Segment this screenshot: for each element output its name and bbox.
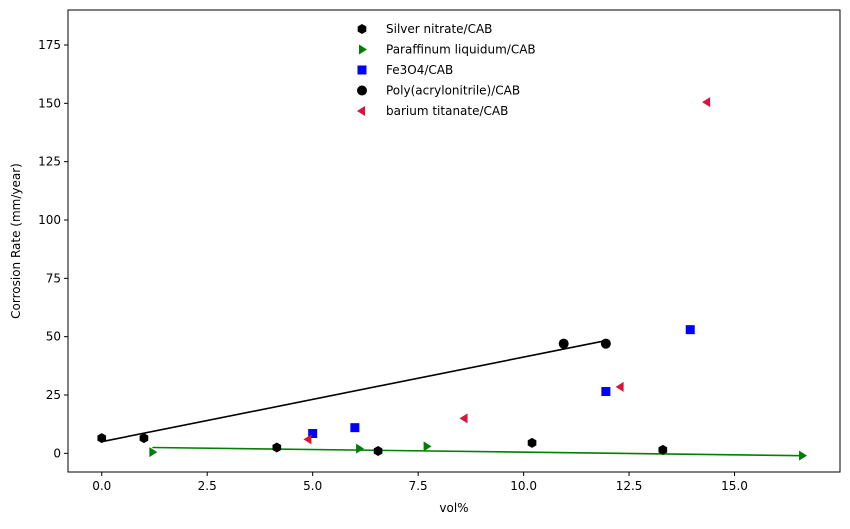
legend-label: Silver nitrate/CAB: [386, 22, 492, 36]
x-tick-label: 10.0: [510, 479, 537, 493]
data-point: [658, 444, 668, 455]
data-point: [799, 450, 808, 461]
legend-label: barium titanate/CAB: [386, 104, 508, 118]
y-tick-label: 150: [38, 96, 61, 110]
data-point: [600, 338, 611, 349]
data-point: [527, 437, 537, 448]
data-point: [272, 442, 282, 453]
x-tick-label: 15.0: [721, 479, 748, 493]
series-group: [149, 441, 808, 461]
data-point: [601, 387, 611, 396]
data-point: [308, 429, 318, 438]
data-point: [303, 434, 312, 445]
y-tick-label: 50: [46, 330, 61, 344]
y-tick-label: 75: [46, 271, 61, 285]
legend-label: Paraffinum liquidum/CAB: [386, 43, 536, 57]
trend-line: [152, 446, 803, 457]
data-point: [149, 447, 158, 458]
x-axis: 0.0 2.5 5.0 7.5 10.0 12.5 15.0: [92, 472, 748, 493]
x-tick-label: 5.0: [303, 479, 322, 493]
x-axis-label: vol%: [439, 501, 468, 515]
series-group: [308, 325, 695, 438]
legend-marker: [357, 24, 367, 34]
legend-marker: [357, 106, 365, 116]
x-tick-label: 2.5: [198, 479, 217, 493]
legend-label: Poly(acrylonitrile)/CAB: [386, 84, 520, 98]
series-group: [558, 338, 611, 349]
data-point: [356, 443, 365, 454]
y-axis-label: Corrosion Rate (mm/year): [9, 163, 23, 319]
legend-marker: [357, 65, 367, 75]
data-point: [459, 413, 468, 424]
data-point: [350, 423, 360, 433]
x-tick-label: 0.0: [92, 479, 111, 493]
data-point: [373, 446, 383, 456]
y-axis: 0 25 50 75 100 125 150 175: [38, 38, 68, 460]
legend-marker: [357, 85, 367, 96]
legend: Silver nitrate/CAB Paraffinum liquidum/CA…: [357, 22, 536, 118]
data-point: [685, 325, 695, 335]
trend-line: [101, 339, 609, 443]
plot-area-border: [67, 9, 841, 473]
y-tick-label: 25: [46, 388, 61, 402]
data-point: [558, 338, 569, 349]
data-point: [423, 441, 432, 452]
legend-label: Fe3O4/CAB: [386, 63, 453, 77]
y-tick-label: 0: [53, 446, 61, 460]
series-group: [303, 97, 711, 445]
fit-lines: [101, 339, 803, 457]
y-tick-label: 175: [38, 38, 61, 52]
data-series: [97, 97, 808, 461]
data-point: [615, 381, 624, 392]
series-group: [97, 433, 668, 456]
y-tick-label: 125: [38, 155, 61, 169]
legend-marker: [359, 44, 367, 55]
x-tick-label: 7.5: [409, 479, 428, 493]
data-point: [702, 97, 711, 108]
data-point: [139, 433, 149, 444]
axes-frame: [67, 9, 841, 473]
y-tick-label: 100: [38, 213, 61, 227]
data-point: [97, 433, 107, 444]
x-tick-label: 12.5: [616, 479, 643, 493]
